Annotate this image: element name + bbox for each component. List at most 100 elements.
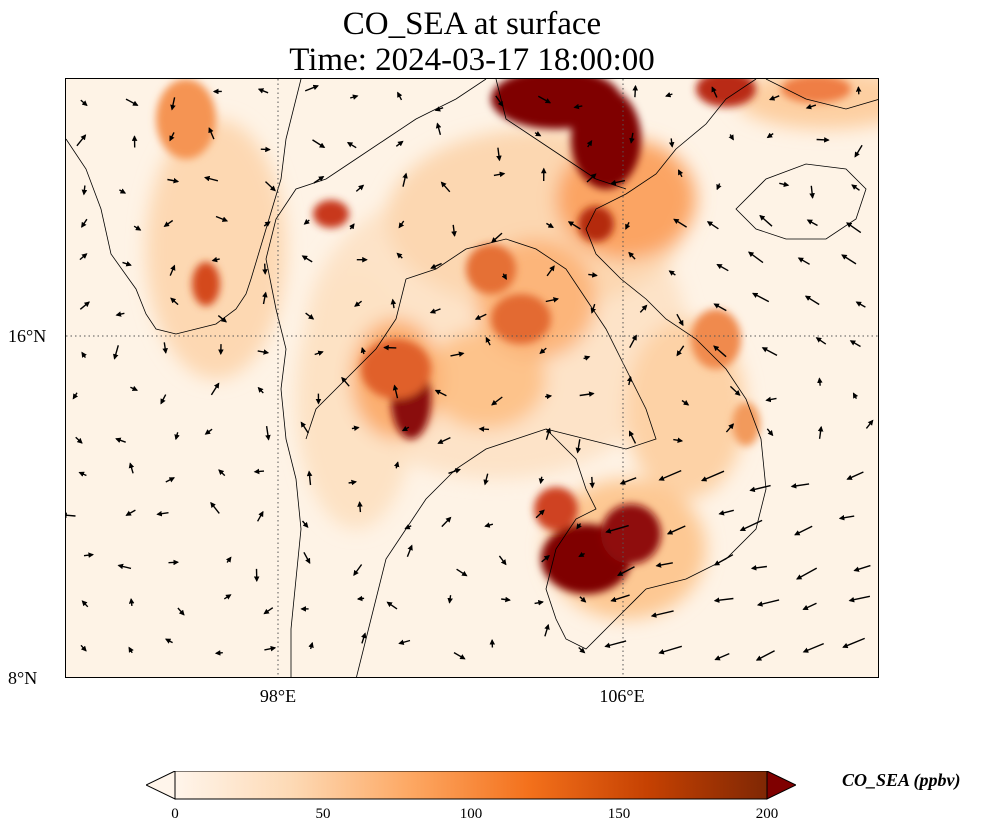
wind-arrow xyxy=(752,292,770,303)
wind-arrow xyxy=(796,567,818,580)
colorbar xyxy=(146,771,796,800)
wind-arrow xyxy=(673,437,684,444)
wind-arrow xyxy=(392,384,399,399)
wind-arrow xyxy=(354,300,363,307)
wind-arrow xyxy=(655,562,673,568)
wind-arrow xyxy=(253,468,265,475)
wind-arrow xyxy=(846,222,862,234)
wind-arrow xyxy=(165,638,173,644)
wind-arrow xyxy=(846,471,864,480)
map-subtitle-time: Time: 2024-03-17 18:00:00 xyxy=(289,42,655,78)
wind-arrow xyxy=(573,103,583,110)
wind-arrow xyxy=(706,221,719,230)
wind-arrow xyxy=(539,347,547,355)
wind-arrow xyxy=(301,255,313,263)
wind-arrow xyxy=(817,425,824,439)
wind-arrow xyxy=(314,350,324,356)
wind-arrow xyxy=(79,301,90,310)
wind-arrow xyxy=(78,471,87,477)
wind-arrow xyxy=(579,391,595,397)
wind-arrow xyxy=(451,224,457,237)
wind-arrow xyxy=(534,599,544,606)
wind-arrow xyxy=(765,396,777,403)
wind-arrow xyxy=(434,106,444,112)
wind-arrow xyxy=(501,273,507,280)
wind-arrow xyxy=(113,345,119,360)
wind-arrow xyxy=(853,564,871,572)
wind-arrow xyxy=(718,509,734,516)
wind-arrow xyxy=(264,645,277,652)
wind-arrow xyxy=(728,134,734,141)
wind-arrow xyxy=(713,554,734,566)
wind-arrow xyxy=(115,311,125,317)
wind-arrow xyxy=(80,644,87,652)
wind-arrow xyxy=(163,219,174,227)
map-title: CO_SEA at surface xyxy=(342,6,602,42)
wind-arrow xyxy=(545,427,552,440)
wind-arrow xyxy=(348,479,358,486)
wind-arrow xyxy=(167,177,180,184)
wind-arrow xyxy=(223,594,232,600)
wind-arrow xyxy=(453,651,466,660)
wind-arrow xyxy=(575,439,582,454)
wind-arrow xyxy=(353,564,363,577)
wind-arrow xyxy=(81,600,89,608)
coastlines-borders xyxy=(66,79,878,677)
wind-arrow xyxy=(304,84,319,92)
graticule xyxy=(66,79,878,677)
wind-arrow xyxy=(170,97,176,111)
wind-arrow xyxy=(794,525,813,536)
wind-arrow xyxy=(406,544,413,557)
wind-arrow xyxy=(842,637,865,649)
wind-arrow xyxy=(676,313,684,327)
wind-arrow xyxy=(313,175,325,184)
wind-arrow xyxy=(208,127,215,140)
wind-arrow xyxy=(766,132,774,139)
wind-arrow xyxy=(586,140,593,148)
wind-arrow xyxy=(610,594,630,603)
colorbar-tick: 100 xyxy=(459,806,483,822)
wind-arrow xyxy=(456,568,468,577)
wind-arrow xyxy=(628,251,636,260)
wind-arrow xyxy=(865,419,874,429)
wind-arrow xyxy=(437,436,451,444)
wind-arrow xyxy=(700,470,725,482)
wind-arrow xyxy=(80,99,88,107)
wind-arrow xyxy=(804,295,820,306)
wind-arrow xyxy=(402,172,408,187)
wind-arrow xyxy=(211,256,220,263)
wind-arrow xyxy=(496,147,502,162)
wind-arrow xyxy=(576,523,582,530)
wind-arrow xyxy=(605,524,629,534)
wind-arrow xyxy=(214,650,223,656)
concentration-field xyxy=(66,79,878,677)
wind-arrow xyxy=(398,220,405,229)
wind-arrow xyxy=(589,476,595,489)
wind-arrow xyxy=(115,437,126,443)
wind-arrow xyxy=(805,103,817,110)
wind-arrow xyxy=(312,139,326,149)
wind-arrow xyxy=(361,632,367,644)
wind-arrow xyxy=(714,652,730,661)
wind-arrow xyxy=(841,254,857,265)
wind-arrow xyxy=(168,559,180,566)
wind-arrow xyxy=(756,599,780,607)
wind-arrow xyxy=(404,524,412,530)
wind-arrow xyxy=(711,86,718,98)
wind-arrow xyxy=(491,232,503,243)
wind-arrow xyxy=(303,218,310,225)
wind-arrow xyxy=(169,132,175,142)
wind-arrow xyxy=(435,122,442,135)
wind-arrow xyxy=(779,181,790,188)
wind-arrow xyxy=(578,551,585,558)
wind-arrow xyxy=(665,92,673,98)
wind-arrow xyxy=(855,301,866,308)
wind-arrow xyxy=(122,261,132,267)
wind-arrow xyxy=(162,342,168,354)
wind-arrow xyxy=(629,334,637,349)
wind-arrow xyxy=(440,181,451,193)
wind-arrow xyxy=(263,221,271,227)
wind-arrow xyxy=(117,563,132,570)
wind-arrow xyxy=(852,392,859,400)
wind-arrow xyxy=(447,595,453,604)
